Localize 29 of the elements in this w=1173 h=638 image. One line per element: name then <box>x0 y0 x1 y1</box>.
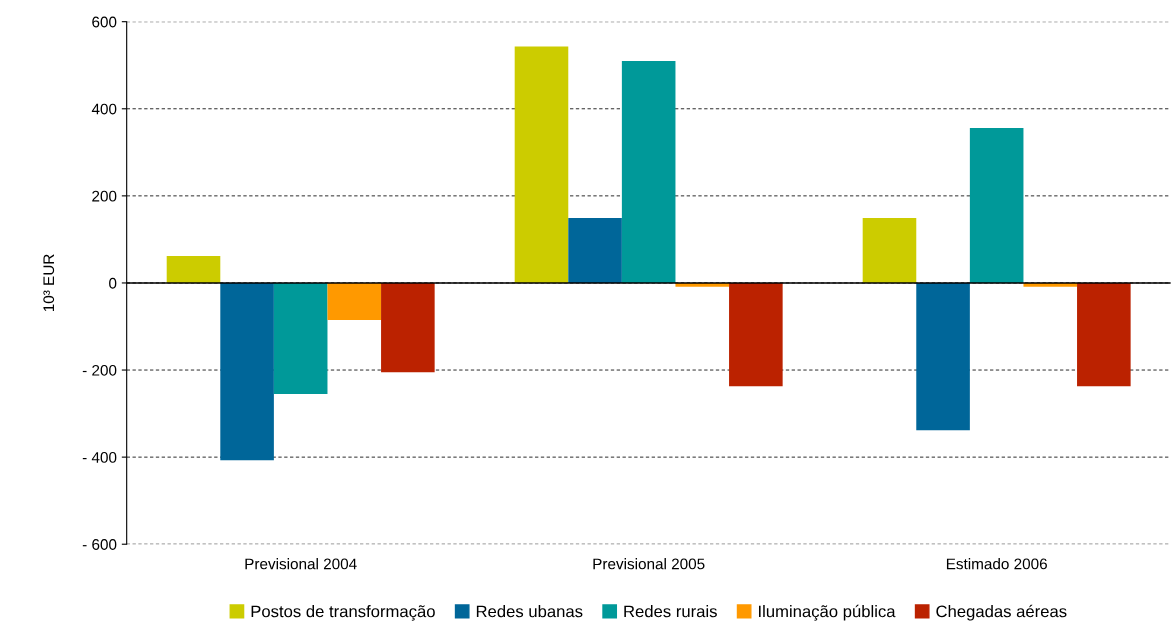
y-tick-label: 0 <box>109 277 117 289</box>
bar <box>381 282 435 373</box>
bar <box>166 255 221 283</box>
legend-label: Redes ubanas <box>476 605 583 618</box>
y-tick-label: 400 <box>91 103 117 115</box>
x-tick-label: Previsional 2005 <box>593 558 705 570</box>
legend-label: Redes rurais <box>624 605 717 618</box>
bar <box>862 218 917 283</box>
legend-label: Iluminação pública <box>759 604 896 621</box>
bar <box>568 218 622 283</box>
bar <box>220 282 274 461</box>
y-tick-label: - 600 <box>82 539 117 550</box>
bar <box>273 282 328 394</box>
bar <box>514 46 569 283</box>
legend-label: Chegadas aéreas <box>936 604 1067 621</box>
bar <box>729 282 783 387</box>
y-axis-title: 10³ EUR <box>43 254 55 312</box>
y-tick-label: - 400 <box>82 451 117 463</box>
y-tick-label: 200 <box>92 190 117 202</box>
bar <box>621 60 676 283</box>
x-tick-label: Estimado 2006 <box>946 558 1047 570</box>
bar <box>969 127 1024 283</box>
bar <box>1077 282 1131 387</box>
y-tick-label: - 200 <box>82 364 117 376</box>
bar <box>916 282 970 431</box>
bar <box>327 282 382 320</box>
y-tick-label: 600 <box>92 16 117 28</box>
x-tick-label: Previsional 2004 <box>245 558 357 570</box>
legend-label: Postos de transformação <box>251 605 435 621</box>
